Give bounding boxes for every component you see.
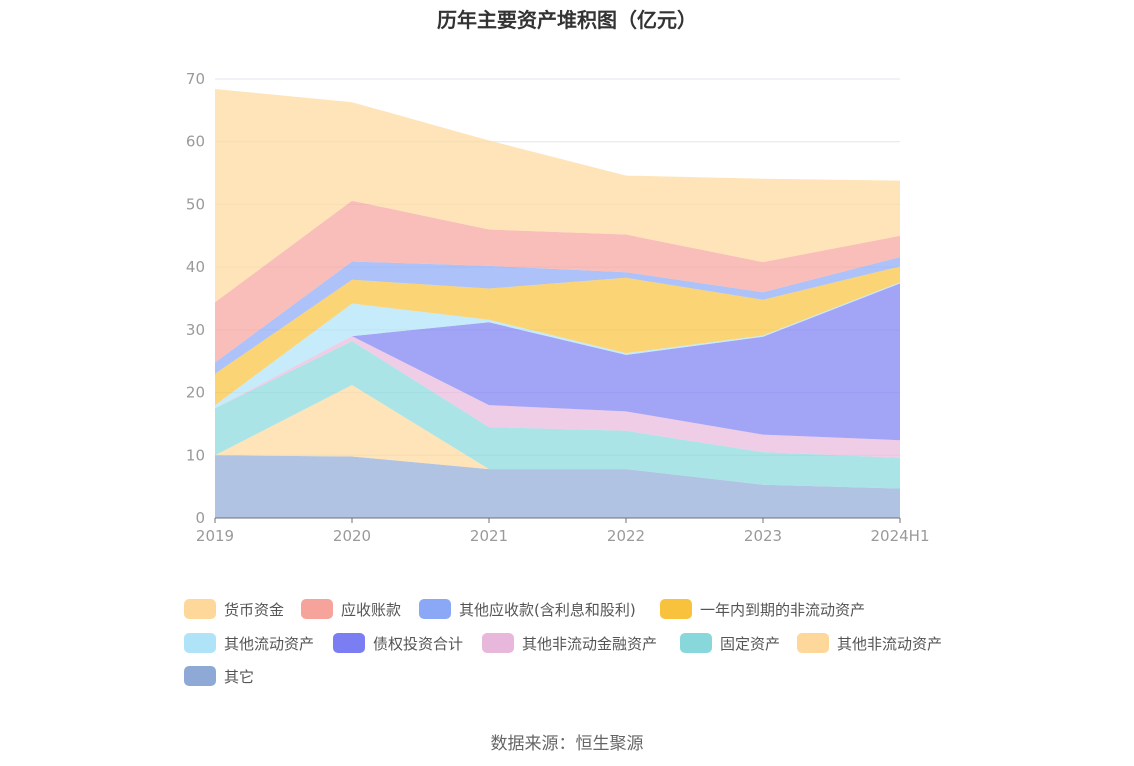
legend-label: 其他流动资产 bbox=[224, 634, 315, 653]
legend-label: 其他非流动金融资产 bbox=[522, 634, 658, 653]
legend-swatch bbox=[680, 633, 712, 653]
area-series-1[interactable]: 其他非流动资产 bbox=[215, 385, 900, 489]
area-series-7[interactable]: 其他应收款(含利息和股利) bbox=[215, 257, 900, 374]
area-series-9[interactable]: 货币资金 bbox=[215, 89, 900, 303]
legend-item[interactable]: 其他非流动金融资产 bbox=[482, 632, 657, 654]
area-series-4[interactable]: 债权投资合计 bbox=[215, 283, 900, 441]
legend-swatch bbox=[301, 599, 333, 619]
y-tick-label: 30 bbox=[186, 321, 205, 339]
y-tick-label: 40 bbox=[186, 258, 205, 276]
legend-item[interactable]: 一年内到期的非流动资产 bbox=[660, 598, 865, 620]
area-series-2[interactable]: 固定资产 bbox=[215, 341, 900, 489]
legend-swatch bbox=[660, 599, 692, 619]
legend-swatch bbox=[797, 633, 829, 653]
legend-label: 债权投资合计 bbox=[373, 634, 464, 653]
legend-swatch bbox=[184, 633, 216, 653]
legend-item[interactable]: 其他流动资产 bbox=[184, 632, 314, 654]
legend-label: 其它 bbox=[224, 667, 255, 686]
legend-label: 应收账款 bbox=[341, 600, 402, 619]
legend-swatch bbox=[419, 599, 451, 619]
y-tick-label: 20 bbox=[186, 384, 205, 402]
legend-item[interactable]: 其他非流动资产 bbox=[797, 632, 942, 654]
y-tick-label: 60 bbox=[186, 133, 205, 151]
legend-swatch bbox=[184, 599, 216, 619]
legend-label: 固定资产 bbox=[720, 634, 781, 653]
area-layer: 其它其他非流动资产固定资产其他非流动金融资产债权投资合计其他流动资产一年内到期的… bbox=[215, 89, 900, 518]
x-tick-label: 2024H1 bbox=[871, 527, 930, 545]
area-series-8[interactable]: 应收账款 bbox=[215, 200, 900, 363]
legend-label: 其他应收款(含利息和股利) bbox=[459, 600, 636, 619]
legend-item[interactable]: 债权投资合计 bbox=[333, 632, 463, 654]
legend-label: 货币资金 bbox=[224, 600, 285, 619]
legend-swatch bbox=[333, 633, 365, 653]
area-series-0[interactable]: 其它 bbox=[215, 455, 900, 518]
area-series-3[interactable]: 其他非流动金融资产 bbox=[215, 336, 900, 458]
x-tick-label: 2023 bbox=[744, 527, 782, 545]
legend-item[interactable]: 固定资产 bbox=[680, 632, 780, 654]
area-series-5[interactable]: 其他流动资产 bbox=[215, 282, 900, 409]
source-note: 数据来源：恒生聚源 bbox=[490, 734, 644, 754]
x-tick-label: 2022 bbox=[607, 527, 645, 545]
legend-item[interactable]: 货币资金 bbox=[184, 598, 284, 620]
y-tick-label: 10 bbox=[186, 446, 205, 464]
legend-label: 其他非流动资产 bbox=[837, 634, 943, 653]
area-series-6[interactable]: 一年内到期的非流动资产 bbox=[215, 266, 900, 406]
x-tick-label: 2021 bbox=[470, 527, 508, 545]
chart-title: 历年主要资产堆积图（亿元） bbox=[437, 8, 697, 32]
legend-swatch bbox=[482, 633, 514, 653]
legend-item[interactable]: 应收账款 bbox=[301, 598, 401, 620]
x-tick-label: 2019 bbox=[196, 527, 234, 545]
legend-item[interactable]: 其他应收款(含利息和股利) bbox=[419, 598, 636, 620]
legend-item[interactable]: 其它 bbox=[184, 665, 254, 687]
y-tick-label: 0 bbox=[195, 509, 205, 527]
axis-layer: 0 10 20 30 40 50 60 70 2019 2020 2021 2022 2023 2024H… bbox=[186, 70, 930, 545]
x-tick-label: 2020 bbox=[333, 527, 371, 545]
legend-swatch bbox=[184, 666, 216, 686]
y-tick-label: 50 bbox=[186, 195, 205, 213]
legend-label: 一年内到期的非流动资产 bbox=[700, 600, 866, 619]
y-tick-label: 70 bbox=[186, 70, 205, 88]
